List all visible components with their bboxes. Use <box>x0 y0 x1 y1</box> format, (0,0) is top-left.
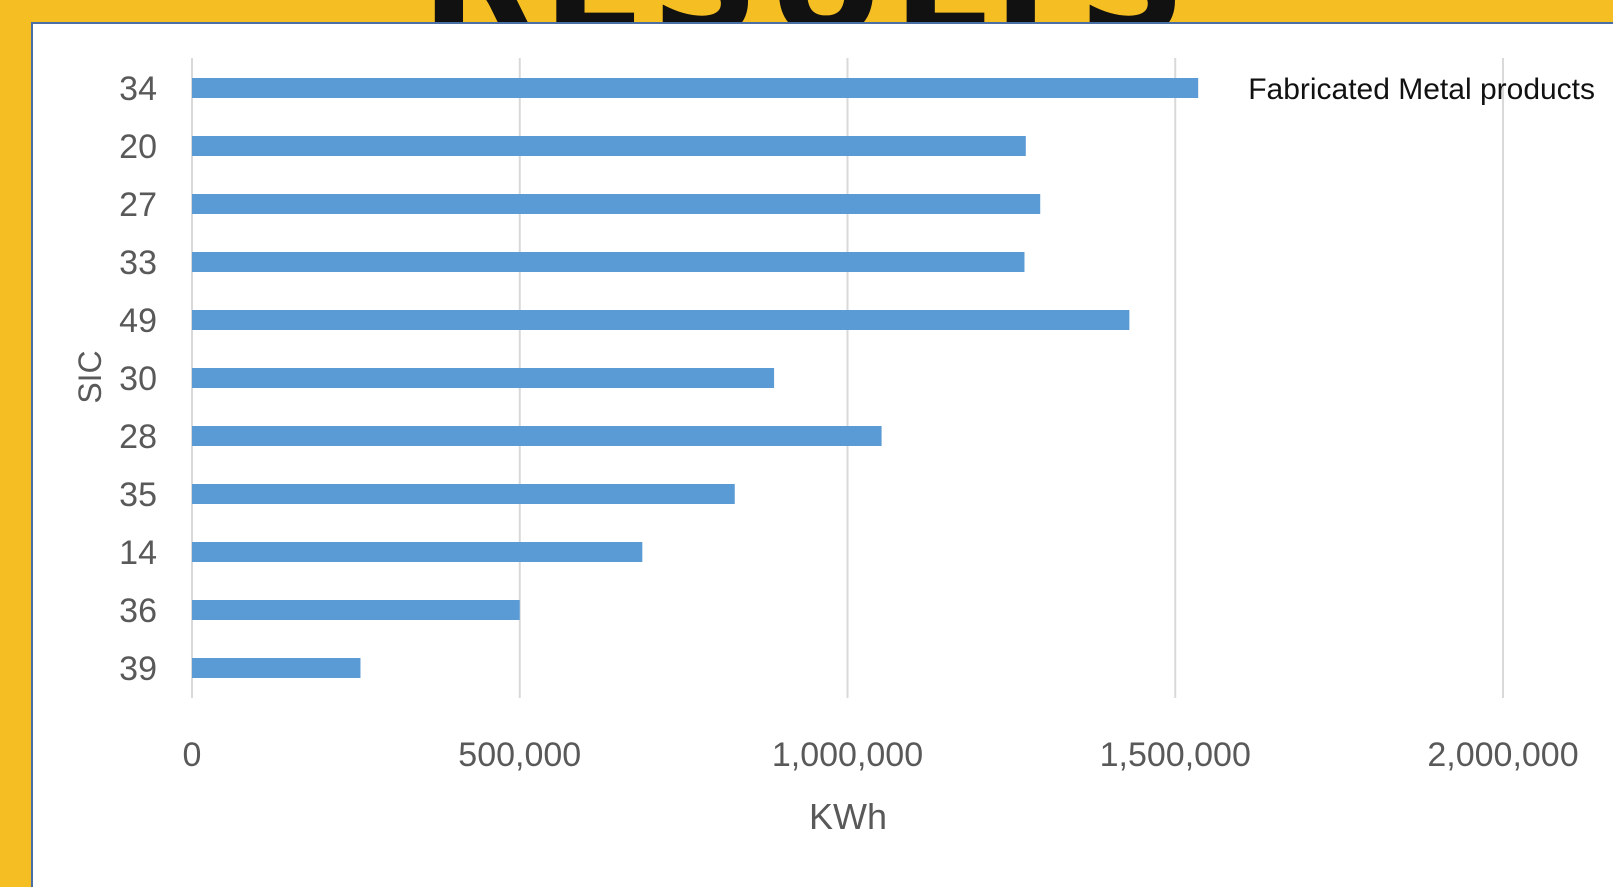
y-tick-label: 36 <box>119 592 157 630</box>
x-tick-label: 2,000,000 <box>1427 736 1578 774</box>
x-tick-label: 1,500,000 <box>1100 736 1251 774</box>
bar-20 <box>192 136 1026 156</box>
y-tick-label: 20 <box>119 128 157 166</box>
y-tick-label: 34 <box>119 70 157 108</box>
bar-34 <box>192 78 1199 98</box>
y-tick-label: 35 <box>119 476 157 514</box>
x-tick-label: 500,000 <box>458 736 581 774</box>
bars <box>192 78 1199 678</box>
bar-27 <box>192 194 1041 214</box>
y-tick-label: 39 <box>119 650 157 688</box>
y-tick-label: 30 <box>119 360 157 398</box>
y-tick-label: 14 <box>119 534 157 572</box>
y-tick-label: 28 <box>119 418 157 456</box>
bar-annotation: Fabricated Metal products <box>1248 73 1595 106</box>
y-tick-labels: 34 20 27 33 49 30 28 35 14 36 39 <box>119 70 157 688</box>
bar-49 <box>192 310 1130 330</box>
x-tick-label: 1,000,000 <box>772 736 923 774</box>
bar-33 <box>192 252 1025 272</box>
bar-14 <box>192 542 643 562</box>
bar-39 <box>192 658 361 678</box>
chart-panel <box>31 22 1613 887</box>
y-tick-label: 27 <box>119 186 157 224</box>
x-axis-title: KWh <box>809 796 887 837</box>
gridlines <box>191 58 1504 698</box>
bar-35 <box>192 484 735 504</box>
bar-30 <box>192 368 775 388</box>
y-axis-title: SIC <box>72 350 108 403</box>
x-tick-label: 0 <box>183 736 202 774</box>
y-tick-label: 49 <box>119 302 157 340</box>
x-tick-labels: 0 500,000 1,000,000 1,500,000 2,000,000 <box>183 736 1579 774</box>
bar-28 <box>192 426 882 446</box>
y-tick-label: 33 <box>119 244 157 282</box>
annotations: Fabricated Metal products <box>1248 73 1595 106</box>
bar-36 <box>192 600 520 620</box>
